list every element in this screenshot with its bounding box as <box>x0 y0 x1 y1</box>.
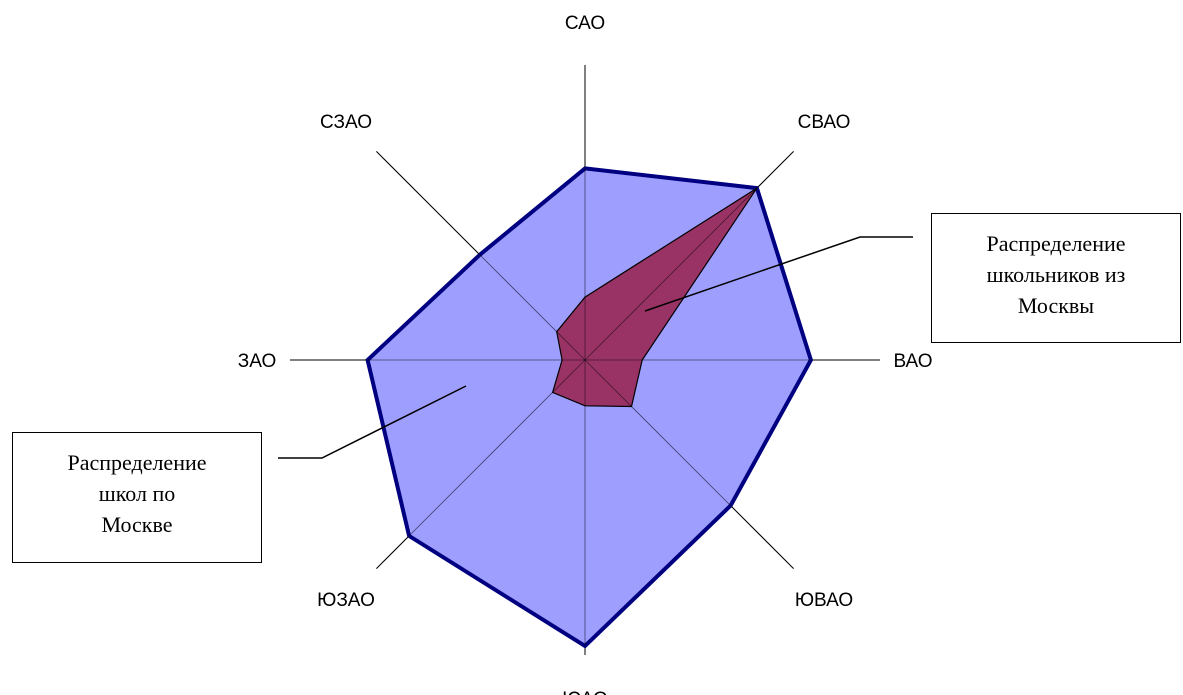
callout-students-line-3: Москвы <box>1017 293 1095 318</box>
callout-students-line-1: Распределение <box>986 231 1126 256</box>
axis-label-1: СВАО <box>798 112 851 133</box>
callout-leaders <box>278 236 913 459</box>
axis-label-0: САО <box>565 13 605 34</box>
axis-overlay-7 <box>382 157 586 361</box>
callout-schools-line-2: школ по <box>98 481 176 506</box>
axis-labels: САО СВАО ВАО ЮВАО ЮАО ЮЗАО ЗАО СЗАО <box>238 13 933 695</box>
axis-label-5: ЮЗАО <box>317 590 375 611</box>
callout-schools: Распределение школ по Москве <box>12 432 262 563</box>
leader-schools <box>278 385 467 459</box>
callout-students: Распределение школьников из Москвы <box>931 213 1181 343</box>
axis-label-2: ВАО <box>893 351 932 372</box>
axis-overlay-5 <box>382 359 586 563</box>
axis-label-4: ЮАО <box>562 689 608 695</box>
callout-schools-line-3: Москве <box>101 512 173 537</box>
axis-label-3: ЮВАО <box>795 590 853 611</box>
axis-overlay-1 <box>584 157 788 361</box>
leader-students <box>644 236 913 312</box>
axis-label-7: СЗАО <box>320 112 372 133</box>
radar-series <box>299 74 871 649</box>
callout-students-line-2: школьников из <box>986 262 1126 287</box>
axis-overlay-3 <box>584 359 788 563</box>
axis-label-6: ЗАО <box>238 351 277 372</box>
series-area-0 <box>365 166 814 649</box>
callout-schools-line-1: Распределение <box>67 450 207 475</box>
